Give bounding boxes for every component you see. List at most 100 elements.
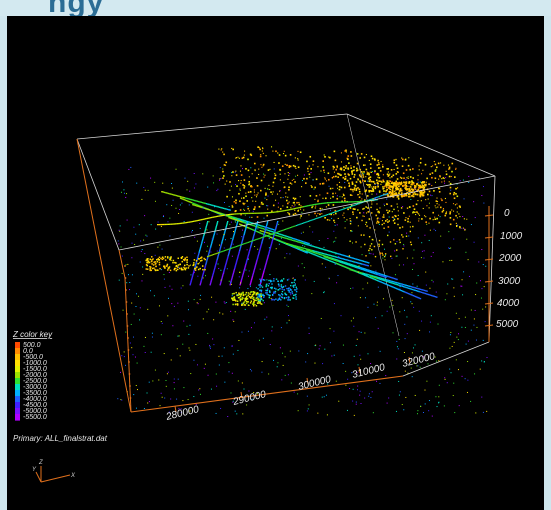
data-point [229, 217, 232, 219]
data-point [227, 214, 230, 216]
data-point [405, 194, 408, 197]
legend-swatch [15, 384, 20, 391]
data-point [466, 391, 468, 393]
data-point [478, 177, 480, 179]
data-point [145, 268, 148, 270]
data-point [287, 374, 289, 376]
data-point [193, 173, 195, 175]
scene-canvas[interactable]: 280000 290000 300000 310000 320000 0 100… [7, 16, 544, 510]
data-point [299, 240, 301, 242]
data-point [175, 265, 177, 267]
data-point [247, 258, 249, 260]
data-point [173, 223, 176, 225]
data-point [407, 220, 409, 223]
data-point [334, 252, 336, 254]
data-point [299, 246, 301, 248]
data-point [367, 199, 369, 201]
data-point [184, 199, 187, 201]
data-point [355, 344, 357, 346]
data-point [205, 275, 207, 277]
data-point [361, 254, 363, 256]
data-point [416, 365, 418, 367]
data-point [266, 222, 269, 224]
data-point [179, 208, 181, 210]
data-point [356, 266, 358, 269]
data-point [289, 154, 292, 156]
data-point [245, 192, 247, 194]
data-point [286, 228, 288, 230]
data-point [390, 194, 392, 197]
data-point [438, 221, 441, 224]
data-point [248, 180, 251, 183]
data-point [330, 255, 333, 257]
data-point [296, 239, 299, 241]
data-point [204, 258, 207, 261]
data-point [343, 258, 346, 261]
data-point [425, 293, 428, 295]
data-point [346, 207, 348, 209]
data-point [230, 217, 233, 220]
data-point [464, 316, 466, 318]
data-point [346, 201, 348, 203]
data-point [312, 205, 314, 207]
data-point [338, 261, 341, 263]
data-point [126, 219, 128, 221]
data-point [449, 212, 451, 215]
data-point [351, 171, 353, 173]
data-point [346, 409, 348, 411]
data-point [321, 257, 324, 259]
data-point [418, 290, 420, 293]
data-point [235, 199, 237, 202]
data-point [378, 239, 381, 242]
data-point [241, 242, 243, 244]
data-point [423, 250, 425, 252]
data-point [333, 303, 335, 305]
data-point [352, 388, 354, 390]
data-point [481, 195, 483, 197]
data-point [201, 241, 203, 243]
data-point [377, 279, 379, 282]
data-point [235, 227, 237, 229]
data-point [234, 298, 236, 301]
data-point [246, 249, 248, 251]
data-point [367, 269, 369, 271]
data-point [388, 194, 390, 196]
data-point [221, 242, 223, 244]
data-point [282, 205, 284, 207]
data-point [202, 173, 204, 175]
data-point [294, 245, 296, 247]
data-point [388, 182, 391, 185]
data-point [248, 227, 250, 229]
data-point [348, 174, 350, 176]
data-point [249, 291, 252, 293]
data-point [422, 356, 424, 358]
data-point [256, 257, 259, 259]
data-point [310, 172, 312, 174]
z-tick-label: 5000 [496, 319, 519, 330]
data-point [204, 229, 206, 232]
data-point [287, 306, 289, 308]
data-point [336, 210, 338, 212]
data-point [125, 196, 127, 198]
data-point [371, 171, 373, 173]
data-point [277, 206, 279, 208]
data-point [188, 265, 190, 267]
data-point [395, 159, 397, 161]
data-point [255, 230, 257, 232]
data-point [271, 230, 273, 233]
3d-viewport[interactable]: 280000 290000 300000 310000 320000 0 100… [7, 16, 544, 510]
data-point [182, 196, 184, 199]
data-point [276, 234, 278, 237]
data-point [339, 261, 342, 263]
data-point [296, 288, 298, 290]
data-point [278, 294, 280, 296]
data-point [190, 274, 192, 276]
data-point [169, 223, 171, 225]
data-point [419, 288, 422, 291]
data-point [308, 251, 311, 254]
data-point [342, 176, 345, 179]
data-point [196, 204, 199, 206]
data-point [243, 294, 245, 296]
data-point [433, 228, 435, 230]
data-point [206, 258, 208, 261]
